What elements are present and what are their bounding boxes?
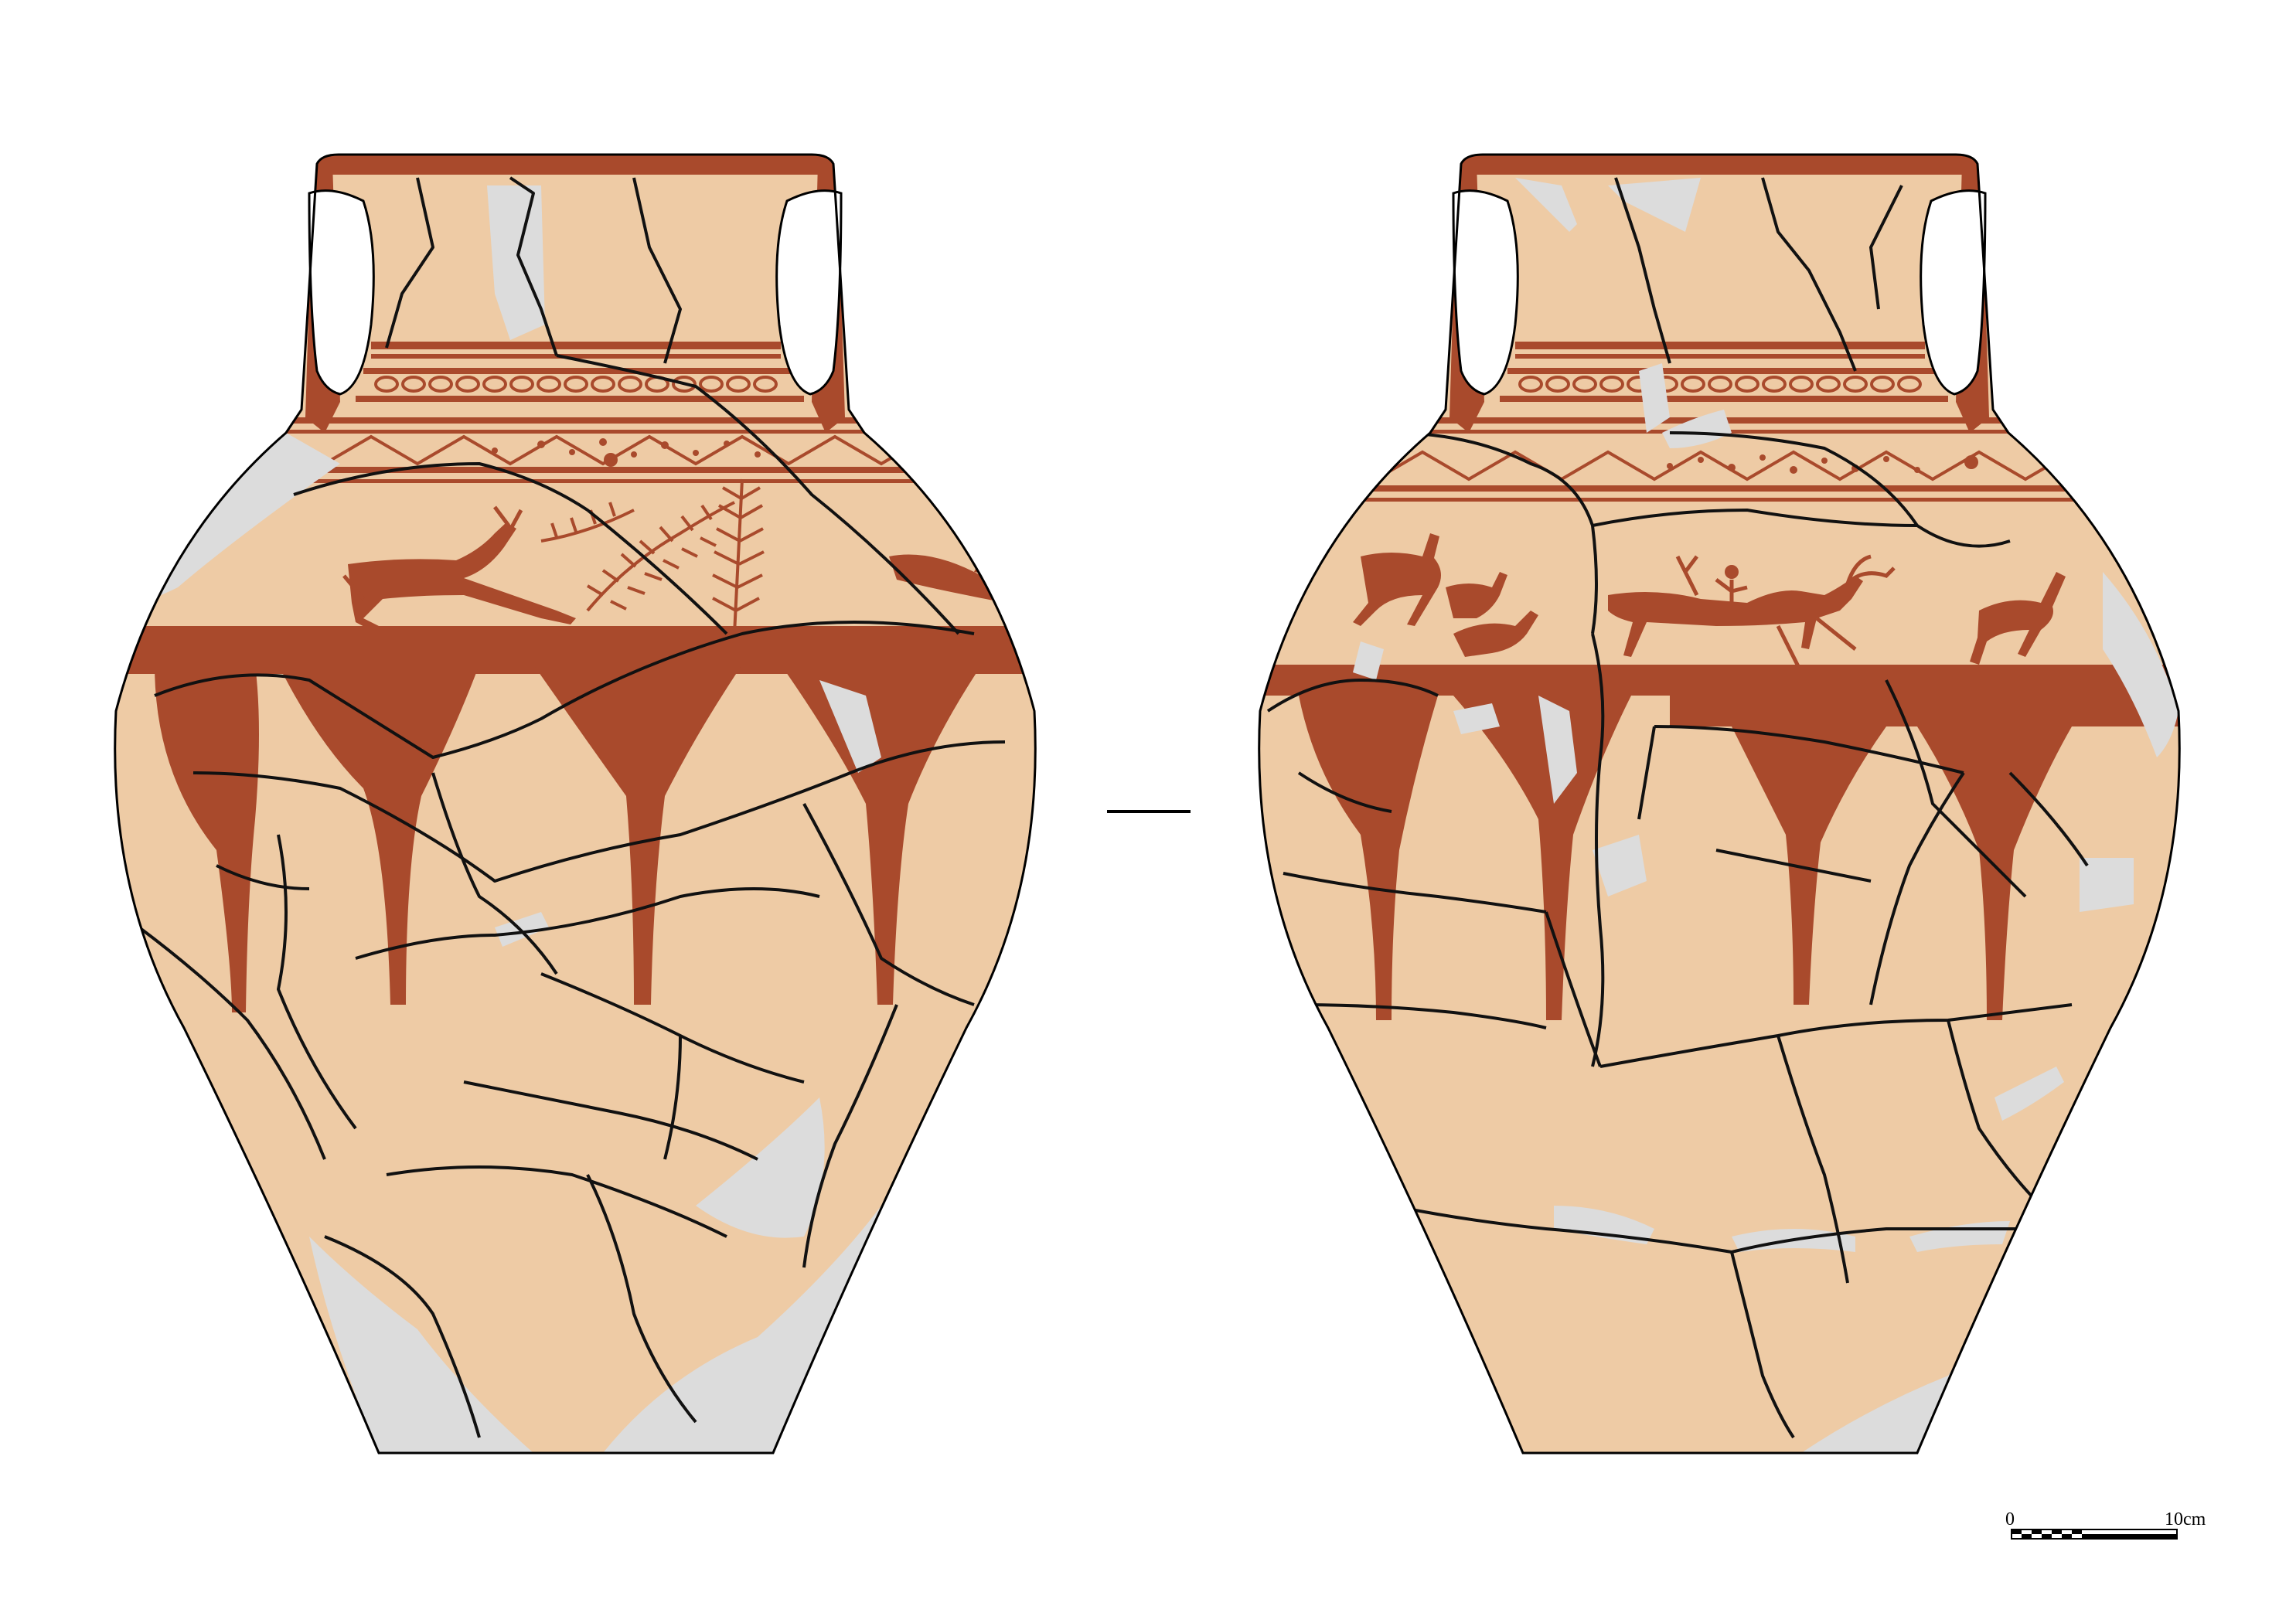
handle-right — [775, 189, 843, 396]
vase-outline — [114, 153, 1037, 1455]
rim-band — [1438, 155, 2002, 175]
running-deer — [342, 505, 576, 635]
scale-label-start: 0 — [2005, 1509, 2015, 1529]
vase-outline — [1258, 153, 2181, 1455]
rider-with-deer — [1608, 554, 1896, 674]
deer-pair — [1353, 533, 1507, 626]
vase-body — [1259, 155, 2180, 1453]
restoration-areas — [1353, 178, 2178, 1453]
fragment-cracks — [1266, 177, 2089, 1439]
horned-animal — [1453, 611, 1538, 657]
main-frieze-band-right — [1670, 696, 2180, 726]
handle-left — [1452, 189, 1519, 396]
fragment-cracks — [138, 176, 1006, 1438]
rim-band — [294, 155, 858, 175]
scale-bar-segments — [2012, 1529, 2177, 1539]
scale-label-end: 10cm — [2165, 1509, 2206, 1529]
shoulder-band — [216, 417, 943, 483]
scale-bar: 0 10cm — [2005, 1509, 2206, 1540]
fern-branch — [712, 478, 765, 635]
handle-left — [308, 189, 375, 396]
vase-front-view — [114, 153, 1037, 1455]
deer-right — [1970, 572, 2066, 665]
neck-bands — [1500, 342, 1948, 402]
handle-right — [1920, 189, 1987, 396]
vase-back-view — [1258, 153, 2181, 1455]
fern-branch — [540, 501, 735, 612]
oval-frieze — [374, 376, 778, 393]
main-frieze-band — [1259, 665, 2180, 696]
pendant-tongues — [1299, 696, 2072, 1020]
neck-bands — [356, 342, 804, 402]
